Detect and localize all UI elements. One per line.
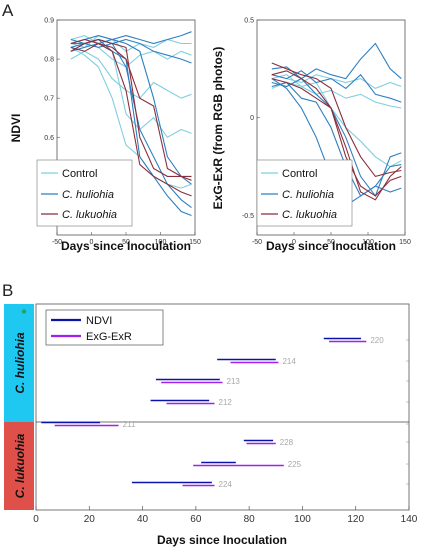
panel-letter-b: B: [2, 281, 13, 300]
ndvi-x-tick-label: 50: [122, 239, 130, 246]
exg-series-huliohia-4: [271, 70, 402, 103]
huliohia-star-icon: *: [21, 306, 27, 321]
range-plot-frame: [35, 303, 410, 511]
exg-series-huliohia-3: [271, 42, 402, 80]
exg-legend-huliohia: C. huliohia: [282, 189, 334, 201]
tree-id-label-212: 212: [219, 398, 233, 407]
exg-y-tick-label: 0: [250, 115, 254, 122]
exg-legend: Control C. huliohia C. lukuohia: [256, 159, 353, 227]
exg-y-tick-label: 0.5: [244, 18, 254, 25]
exg-legend-lukuohia: C. lukuohia: [282, 209, 337, 221]
ndvi-x-axis-label: Days since Inoculation: [61, 239, 191, 253]
range-x-tick-label: 20: [84, 514, 96, 525]
exg-y-axis-label: ExG-ExR (from RGB photos): [211, 47, 225, 210]
huliohia-group-band: [4, 304, 34, 422]
ndvi-y-tick-label: 0.7: [44, 96, 54, 103]
exg-series-control-2: [271, 74, 402, 168]
tree-id-label-225: 225: [288, 460, 302, 469]
ndvi-x-tick-label: -50: [52, 239, 62, 246]
range-x-tick-label: 40: [137, 514, 149, 525]
exg-x-tick-label: -50: [252, 239, 262, 246]
ndvi-series-huliohia-8: [70, 42, 192, 209]
ndvi-series-control-4: [70, 46, 192, 189]
exg-series-lukuohia-10: [271, 78, 402, 201]
exg-series-control-1: [271, 81, 402, 109]
tree-id-label-228: 228: [280, 438, 294, 447]
tree-id-label-211: 211: [123, 420, 136, 429]
ndvi-series-control-3: [70, 35, 192, 139]
range-legend: NDVI ExG-ExR: [45, 309, 164, 346]
exg-legend-control: Control: [282, 168, 317, 180]
lukuohia-group-label: C. lukuohia: [13, 433, 27, 498]
exg-x-tick-label: 0: [292, 239, 296, 246]
ndvi-series-lukuohia-11: [70, 42, 192, 197]
range-x-tick-label: 120: [347, 514, 364, 525]
tree-id-label-214: 214: [282, 357, 296, 366]
panel-letter-a: A: [2, 1, 14, 20]
exg-series-huliohia-7: [271, 81, 402, 197]
range-x-tick-label: 100: [294, 514, 311, 525]
tree-id-label-213: 213: [227, 377, 241, 386]
ndvi-legend-control: Control: [62, 168, 97, 180]
range-x-tick-label: 60: [190, 514, 202, 525]
exg-chart: -0.5 0 0.5 -50 0 50 100 150 Days since Inocula…: [211, 18, 411, 254]
exg-x-axis-label: Days since Inoculation: [266, 239, 396, 253]
exg-x-tick-label: 150: [399, 239, 411, 246]
range-x-tick-label: 80: [244, 514, 256, 525]
exg-series-lukuohia-8: [271, 62, 402, 178]
tree-id-label-220: 220: [370, 336, 384, 345]
range-x-tick-label: 140: [401, 514, 418, 525]
range-legend-ndvi: NDVI: [86, 315, 112, 327]
ndvi-x-tick-label: 0: [90, 239, 94, 246]
ndvi-y-tick-label: 0.8: [44, 57, 54, 64]
exg-y-tick-label: -0.5: [242, 213, 254, 220]
range-x-tick-label: 0: [33, 514, 39, 525]
huliohia-group-label: C. huliohia: [13, 332, 27, 394]
exg-x-tick-label: 100: [362, 239, 374, 246]
ndvi-legend-lukuohia: C. lukuohia: [62, 209, 117, 221]
range-chart: C. huliohia * C. lukuohia 220 214 213 212 21…: [4, 303, 418, 547]
exg-x-tick-label: 50: [327, 239, 335, 246]
ndvi-y-tick-label: 0.6: [44, 135, 54, 142]
tree-id-label-224: 224: [219, 480, 233, 489]
ndvi-series-huliohia-5: [70, 31, 192, 45]
ndvi-y-tick-label: 0.9: [44, 18, 54, 25]
range-legend-box: [45, 309, 164, 346]
ndvi-legend: Control C. huliohia C. lukuohia: [36, 159, 133, 227]
range-x-axis-label: Days since Inoculation: [157, 533, 287, 547]
ndvi-x-tick-label: 100: [155, 239, 167, 246]
ndvi-legend-huliohia: C. huliohia: [62, 189, 114, 201]
exg-legend-box: [256, 159, 353, 227]
ndvi-series-lukuohia-10: [70, 38, 192, 181]
ndvi-legend-box: [36, 159, 133, 227]
ndvi-y-axis-label: NDVI: [9, 114, 23, 143]
range-legend-exg: ExG-ExR: [86, 331, 132, 343]
lukuohia-group-band: [4, 422, 34, 510]
ndvi-series-lukuohia-12: [70, 38, 192, 177]
ndvi-x-tick-label: 150: [189, 239, 201, 246]
